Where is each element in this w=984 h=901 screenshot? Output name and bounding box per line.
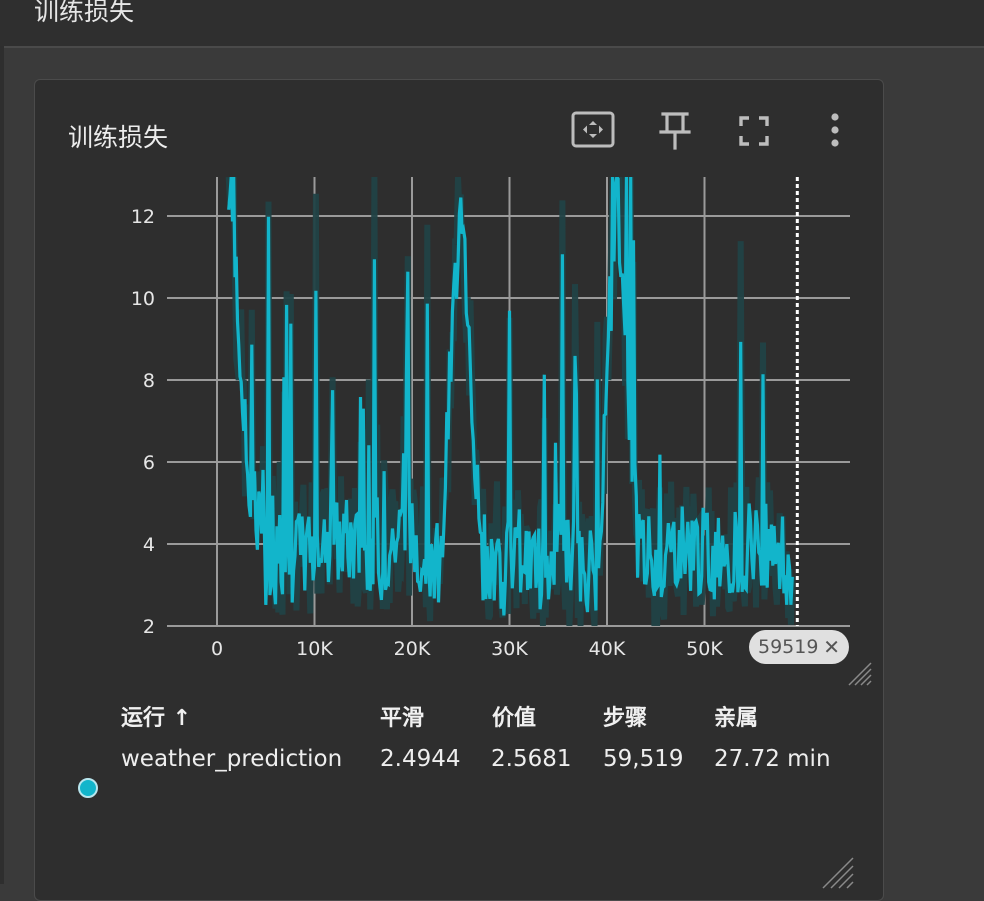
fullscreen-icon[interactable] (732, 110, 776, 150)
y-tick-label: 8 (143, 370, 155, 392)
x-axis: 0 10K 20K 30K 40K 50K (211, 638, 723, 660)
row-step: 59,519 (603, 746, 684, 772)
col-value: 价值 (492, 706, 537, 731)
section-title: 训练损失 (34, 0, 135, 26)
card-title: 训练损失 (68, 123, 169, 152)
col-run[interactable]: 运行 ↑ (121, 706, 192, 731)
fit-domain-icon[interactable] (571, 110, 615, 150)
x-tick-label: 10K (296, 638, 333, 660)
row-relative: 27.72 min (714, 746, 831, 772)
chart-card: 训练损失 0 10K 20K 30K 40K 50K 12 10 8 6 4 2 (34, 79, 884, 901)
smoothed-line (227, 177, 794, 616)
row-run-name: weather_prediction (121, 746, 343, 772)
row-value: 2.5681 (491, 746, 572, 772)
step-cursor-badge[interactable]: 59519 ✕ (749, 630, 849, 664)
step-cursor-value: 59519 (758, 636, 819, 658)
y-tick-label: 12 (131, 206, 155, 228)
left-edge (0, 46, 4, 884)
row-smoothed: 2.4944 (380, 746, 461, 772)
x-tick-label: 50K (686, 638, 723, 660)
section-header: 训练损失 (0, 0, 984, 48)
x-tick-label: 0 (211, 638, 223, 660)
col-step: 步骤 (603, 706, 648, 731)
y-tick-label: 6 (143, 452, 155, 474)
run-color-dot[interactable] (78, 778, 98, 798)
chart-resize-handle (848, 662, 872, 686)
y-tick-label: 10 (131, 288, 155, 310)
col-smoothed: 平滑 (380, 706, 425, 731)
col-relative: 亲属 (714, 706, 759, 731)
y-tick-label: 2 (143, 616, 155, 638)
close-icon[interactable]: ✕ (823, 635, 840, 659)
more-vert-icon[interactable] (813, 110, 857, 150)
x-tick-label: 20K (394, 638, 431, 660)
y-tick-label: 4 (143, 534, 155, 556)
smoothed-series (227, 177, 794, 616)
loss-chart[interactable]: 0 10K 20K 30K 40K 50K 12 10 8 6 4 2 (35, 80, 883, 700)
card-resize-handle[interactable] (815, 850, 855, 890)
pin-icon[interactable] (653, 110, 697, 150)
x-tick-label: 30K (491, 638, 528, 660)
x-tick-label: 40K (589, 638, 626, 660)
y-axis: 12 10 8 6 4 2 (131, 206, 155, 638)
